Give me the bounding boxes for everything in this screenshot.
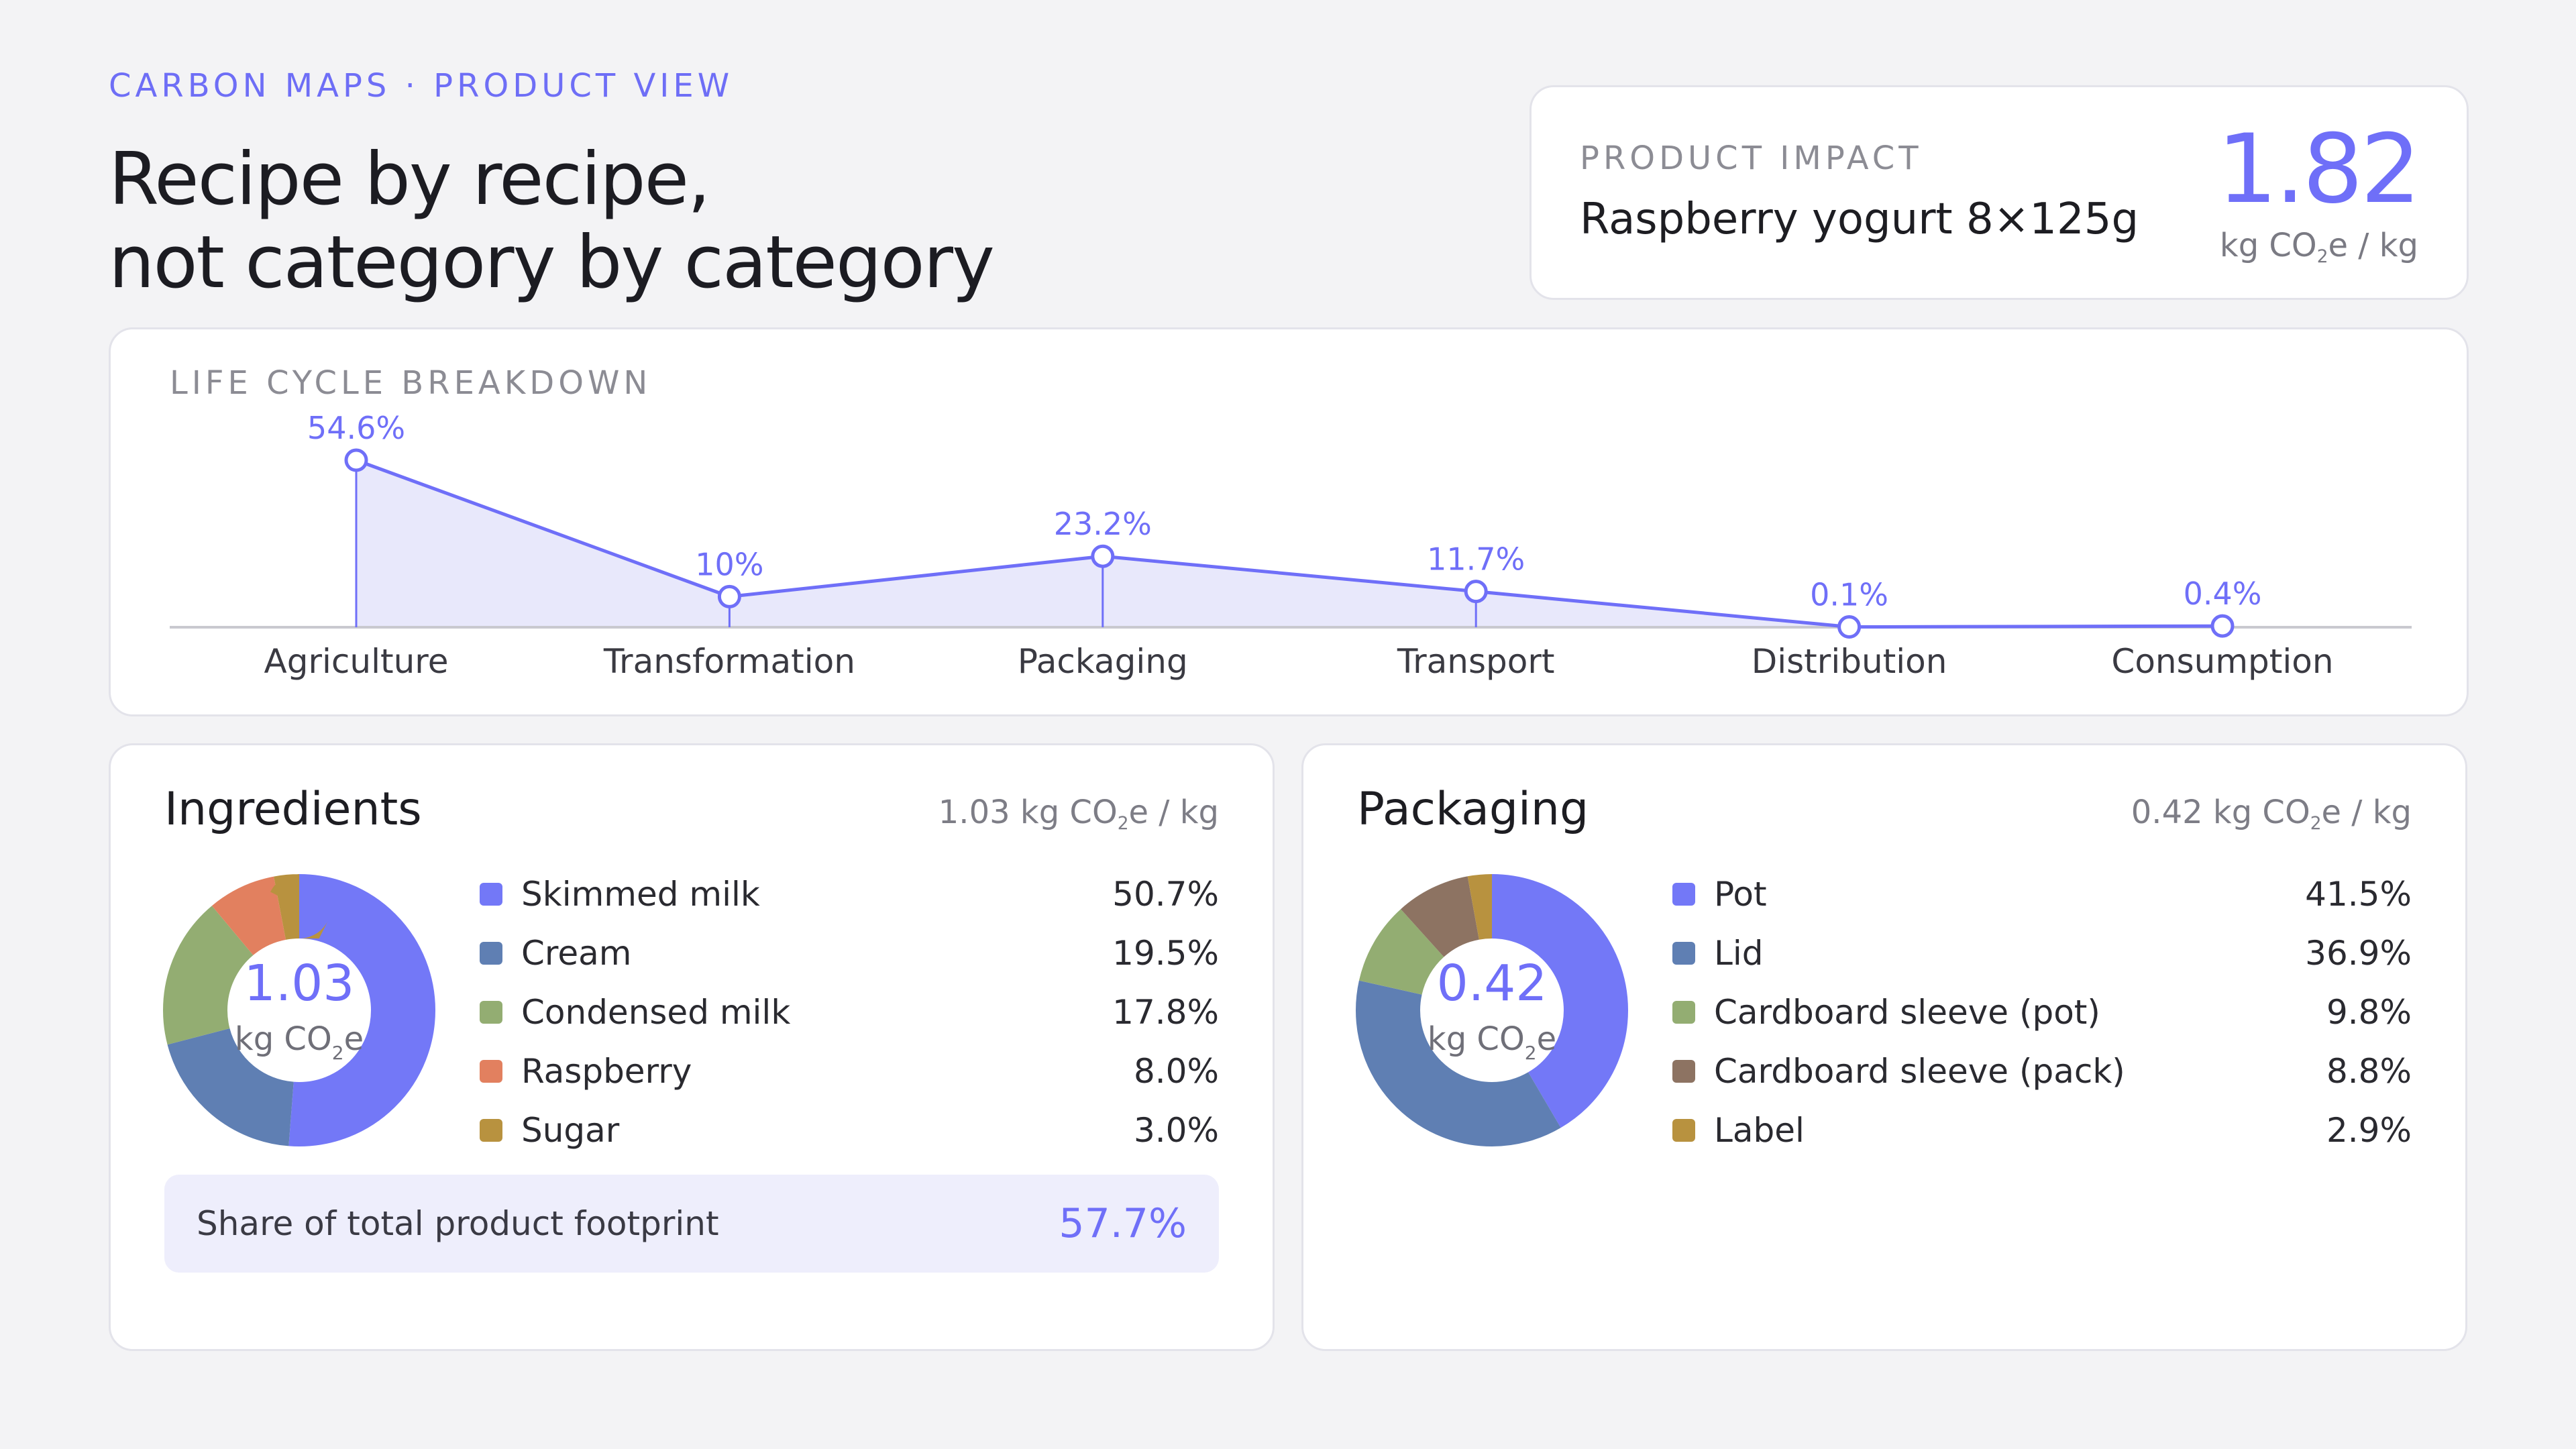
- product-impact-label: PRODUCT IMPACT: [1580, 140, 1923, 177]
- legend-item-pot: Pot 41.5%: [1672, 865, 2412, 924]
- data-label-packaging: 23.2%: [1054, 506, 1152, 542]
- x-tick-agriculture: Agriculture: [264, 642, 449, 681]
- point-packaging: [1091, 544, 1115, 568]
- legend-label: Cream: [521, 934, 632, 973]
- share-of-total-box: Share of total product footprint 57.7%: [164, 1175, 1219, 1273]
- ingredients-total: 1.03 kg CO2e / kg: [938, 794, 1219, 835]
- x-tick-packaging: Packaging: [1018, 642, 1188, 681]
- data-label-agriculture: 54.6%: [307, 410, 405, 446]
- x-tick-consumption: Consumption: [2111, 642, 2333, 681]
- product-name: Raspberry yogurt 8×125g: [1580, 195, 2139, 244]
- legend-swatch: [480, 1060, 502, 1083]
- share-of-total-value: 57.7%: [1059, 1200, 1187, 1247]
- point-consumption: [2210, 614, 2235, 638]
- legend-item-sugar: Sugar 3.0%: [480, 1101, 1219, 1160]
- point-distribution: [1837, 615, 1862, 639]
- life-cycle-chart: 54.6% Agriculture 10% Transformation 23.2% Pa…: [170, 410, 2412, 681]
- legend-swatch: [1672, 1001, 1695, 1024]
- packaging-legend: Pot 41.5% Lid 36.9% Cardboard sleeve (pot) 9.…: [1672, 865, 2412, 1160]
- ingredients-title: Ingredients: [164, 783, 422, 836]
- life-cycle-card: LIFE CYCLE BREAKDOWN 54.6% Agriculture 10%…: [109, 327, 2469, 716]
- packaging-total: 0.42 kg CO2e / kg: [2131, 794, 2412, 835]
- product-impact-unit: kg CO2e / kg: [2219, 227, 2418, 268]
- life-cycle-title: LIFE CYCLE BREAKDOWN: [170, 364, 652, 402]
- legend-percent: 3.0%: [1133, 1111, 1219, 1150]
- legend-swatch: [480, 1119, 502, 1142]
- page-title-line-1: Recipe by recipe,: [109, 138, 710, 221]
- legend-percent: 50.7%: [1112, 875, 1219, 914]
- donut-center-unit: kg CO2e: [1428, 1020, 1556, 1064]
- legend-item-cream: Cream 19.5%: [480, 924, 1219, 983]
- donut-slice-sugar: [163, 874, 435, 1146]
- area-fill: [356, 460, 2222, 627]
- legend-label: Lid: [1714, 934, 1764, 973]
- legend-label: Skimmed milk: [521, 875, 760, 914]
- legend-label: Cardboard sleeve (pot): [1714, 993, 2100, 1032]
- legend-percent: 19.5%: [1112, 934, 1219, 973]
- data-label-transport: 11.7%: [1427, 541, 1525, 578]
- legend-swatch: [480, 942, 502, 965]
- legend-percent: 36.9%: [2305, 934, 2412, 973]
- legend-label: Condensed milk: [521, 993, 791, 1032]
- data-label-transformation: 10%: [695, 546, 763, 582]
- x-tick-transformation: Transformation: [603, 642, 855, 681]
- legend-label: Label: [1714, 1111, 1805, 1150]
- legend-item-skimmed-milk: Skimmed milk 50.7%: [480, 865, 1219, 924]
- legend-label: Cardboard sleeve (pack): [1714, 1052, 2125, 1091]
- product-impact-card: PRODUCT IMPACT Raspberry yogurt 8×125g 1…: [1529, 85, 2469, 300]
- legend-swatch: [1672, 942, 1695, 965]
- legend-item-cardboard-sleeve-pack: Cardboard sleeve (pack) 8.8%: [1672, 1042, 2412, 1101]
- packaging-title: Packaging: [1357, 783, 1589, 836]
- legend-swatch: [1672, 1060, 1695, 1083]
- legend-percent: 9.8%: [2326, 993, 2412, 1032]
- donut-center-unit: kg CO2e: [235, 1020, 364, 1064]
- page-title: Recipe by recipe, not category by catego…: [109, 138, 995, 305]
- donut-slice-lid: [1356, 874, 1628, 1146]
- legend-swatch: [1672, 1119, 1695, 1142]
- point-transformation: [717, 584, 741, 608]
- legend-percent: 2.9%: [2326, 1111, 2412, 1150]
- legend-item-label: Label 2.9%: [1672, 1101, 2412, 1160]
- legend-item-condensed-milk: Condensed milk 17.8%: [480, 983, 1219, 1042]
- legend-percent: 8.8%: [2326, 1052, 2412, 1091]
- legend-swatch: [480, 883, 502, 906]
- eyebrow: CARBON MAPS · PRODUCT VIEW: [109, 67, 734, 105]
- legend-label: Raspberry: [521, 1052, 692, 1091]
- legend-label: Sugar: [521, 1111, 620, 1150]
- donut-center-value: 1.03: [244, 955, 355, 1012]
- legend-percent: 17.8%: [1112, 993, 1219, 1032]
- x-tick-distribution: Distribution: [1752, 642, 1947, 681]
- ingredients-donut-chart: 1.03 kg CO2e: [163, 874, 435, 1146]
- legend-percent: 8.0%: [1133, 1052, 1219, 1091]
- donut-slice-label: [1356, 874, 1628, 1146]
- donut-center-value: 0.42: [1437, 955, 1548, 1012]
- x-tick-transport: Transport: [1397, 642, 1555, 681]
- page-title-line-2: not category by category: [109, 221, 995, 305]
- product-impact-value: 1.82: [2216, 114, 2421, 225]
- legend-swatch: [480, 1001, 502, 1024]
- legend-percent: 41.5%: [2305, 875, 2412, 914]
- share-of-total-label: Share of total product footprint: [197, 1204, 719, 1243]
- point-transport: [1464, 580, 1488, 604]
- legend-label: Pot: [1714, 875, 1767, 914]
- point-agriculture: [344, 448, 368, 472]
- ingredients-card: Ingredients 1.03 kg CO2e / kg 1.03 kg CO2…: [109, 743, 1275, 1351]
- series-line: [356, 458, 2223, 629]
- packaging-donut-chart: 0.42 kg CO2e: [1356, 874, 1628, 1146]
- packaging-card: Packaging 0.42 kg CO2e / kg 0.42 kg CO2e …: [1301, 743, 2467, 1351]
- legend-swatch: [1672, 883, 1695, 906]
- legend-item-lid: Lid 36.9%: [1672, 924, 2412, 983]
- legend-item-raspberry: Raspberry 8.0%: [480, 1042, 1219, 1101]
- ingredients-legend: Skimmed milk 50.7% Cream 19.5% Condensed mil…: [480, 865, 1219, 1160]
- donut-slice-condensed-milk: [163, 874, 435, 1146]
- data-label-distribution: 0.1%: [1810, 577, 1888, 613]
- legend-item-cardboard-sleeve-pot: Cardboard sleeve (pot) 9.8%: [1672, 983, 2412, 1042]
- data-label-consumption: 0.4%: [2184, 576, 2262, 612]
